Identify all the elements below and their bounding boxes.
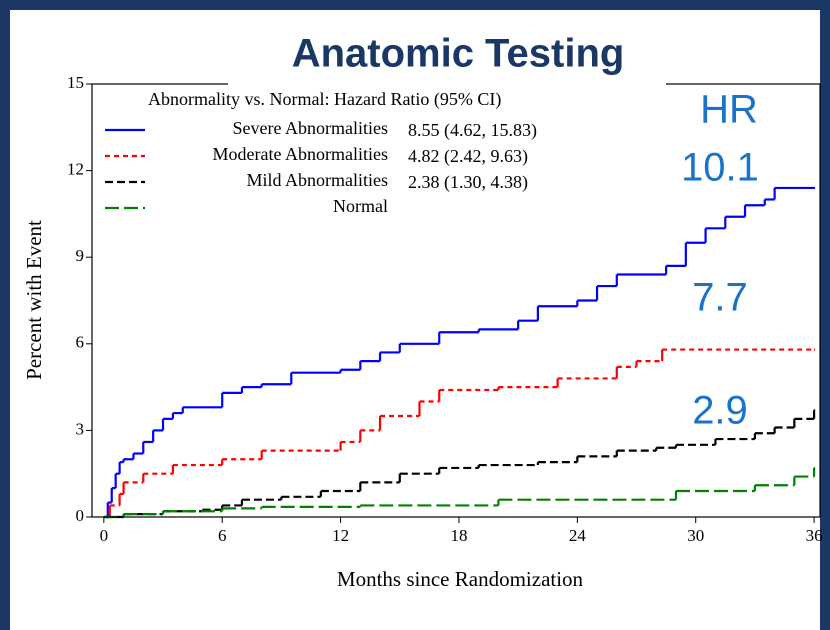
legend-hazard-ratio: 8.55 (4.62, 15.83) xyxy=(408,120,537,141)
legend-label: Normal xyxy=(333,196,388,216)
x-tick-label: 0 xyxy=(100,526,109,545)
legend-label: Moderate Abnormalities xyxy=(213,144,388,164)
legend-title: Abnormality vs. Normal: Hazard Ratio (95… xyxy=(148,89,501,110)
y-tick-label: 9 xyxy=(76,246,85,265)
annotation: 10.1 xyxy=(681,146,759,190)
y-tick-label: 3 xyxy=(76,419,85,438)
x-tick-label: 12 xyxy=(332,526,349,545)
x-tick-label: 30 xyxy=(687,526,704,545)
legend-hazard-ratio: 4.82 (2.42, 9.63) xyxy=(408,146,528,167)
annotation: 7.7 xyxy=(692,276,748,320)
annotation: 2.9 xyxy=(692,389,748,433)
y-tick-label: 12 xyxy=(67,160,84,179)
legend-label: Mild Abnormalities xyxy=(247,170,389,190)
x-tick-label: 24 xyxy=(569,526,587,545)
annotation: HR xyxy=(700,88,758,132)
x-tick-label: 18 xyxy=(450,526,467,545)
y-tick-label: 0 xyxy=(76,506,85,525)
legend-hazard-ratio: 2.38 (1.30, 4.38) xyxy=(408,172,528,193)
x-tick-label: 6 xyxy=(218,526,227,545)
panel xyxy=(10,10,820,630)
y-tick-label: 6 xyxy=(76,333,85,352)
x-axis-label: Months since Randomization xyxy=(337,567,584,591)
chart-title: Anatomic Testing xyxy=(292,32,625,76)
legend-label: Severe Abnormalities xyxy=(233,118,388,138)
title-background xyxy=(228,28,666,90)
y-tick-label: 15 xyxy=(67,73,84,92)
y-axis-label: Percent with Event xyxy=(22,220,46,380)
x-tick-label: 36 xyxy=(806,526,823,545)
